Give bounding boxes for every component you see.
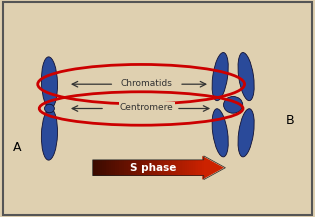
Bar <box>158 160 160 176</box>
Bar <box>141 160 143 176</box>
Bar <box>202 160 204 176</box>
Bar <box>117 160 119 176</box>
Bar <box>146 160 149 176</box>
Bar <box>93 160 95 176</box>
Bar <box>115 160 117 176</box>
Bar <box>109 160 112 176</box>
Bar <box>169 160 171 176</box>
Bar <box>165 160 167 176</box>
Bar <box>98 160 100 176</box>
Bar <box>191 160 193 176</box>
Bar <box>178 160 180 176</box>
Bar <box>143 160 145 176</box>
Text: B: B <box>286 114 295 127</box>
Bar <box>137 160 139 176</box>
Bar <box>130 160 132 176</box>
Ellipse shape <box>41 108 58 160</box>
Bar <box>161 160 163 176</box>
Bar <box>113 160 115 176</box>
Bar <box>96 160 99 176</box>
FancyArrow shape <box>202 156 224 180</box>
Bar <box>189 160 191 176</box>
Ellipse shape <box>238 53 254 101</box>
Ellipse shape <box>224 97 243 113</box>
Bar <box>176 160 178 176</box>
Bar <box>128 160 130 176</box>
Bar <box>170 160 173 176</box>
Bar <box>156 160 158 176</box>
Bar <box>167 160 169 176</box>
Bar <box>148 160 150 176</box>
Bar <box>159 160 162 176</box>
Bar <box>94 160 97 176</box>
Bar <box>100 160 102 176</box>
Bar <box>150 160 152 176</box>
Bar <box>145 160 147 176</box>
Text: Chromatids: Chromatids <box>121 79 173 88</box>
Bar <box>181 160 184 176</box>
Text: A: A <box>13 141 21 155</box>
Bar <box>104 160 106 176</box>
Bar <box>152 160 154 176</box>
Bar <box>193 160 195 176</box>
Bar <box>200 160 202 176</box>
Bar <box>196 160 198 176</box>
Bar <box>198 160 200 176</box>
Bar <box>126 160 128 176</box>
Bar <box>122 160 124 176</box>
Bar <box>195 160 197 176</box>
Text: S phase: S phase <box>130 163 177 173</box>
Text: Centromere: Centromere <box>120 103 174 112</box>
Bar <box>120 160 123 176</box>
Bar <box>185 160 187 176</box>
Bar <box>111 160 113 176</box>
Bar <box>183 160 186 176</box>
Bar <box>135 160 137 176</box>
Bar <box>107 160 110 176</box>
Bar <box>163 160 165 176</box>
Ellipse shape <box>41 57 58 108</box>
Bar <box>139 160 141 176</box>
Bar <box>154 160 156 176</box>
Bar <box>134 160 135 176</box>
Bar <box>132 160 134 176</box>
Bar <box>180 160 182 176</box>
Bar <box>102 160 104 176</box>
Ellipse shape <box>238 109 254 157</box>
Bar <box>187 160 189 176</box>
Ellipse shape <box>212 109 228 157</box>
Ellipse shape <box>44 104 54 113</box>
Ellipse shape <box>212 53 228 101</box>
Bar <box>174 160 176 176</box>
Bar <box>106 160 108 176</box>
Bar <box>124 160 126 176</box>
Bar <box>119 160 121 176</box>
Bar <box>172 160 175 176</box>
